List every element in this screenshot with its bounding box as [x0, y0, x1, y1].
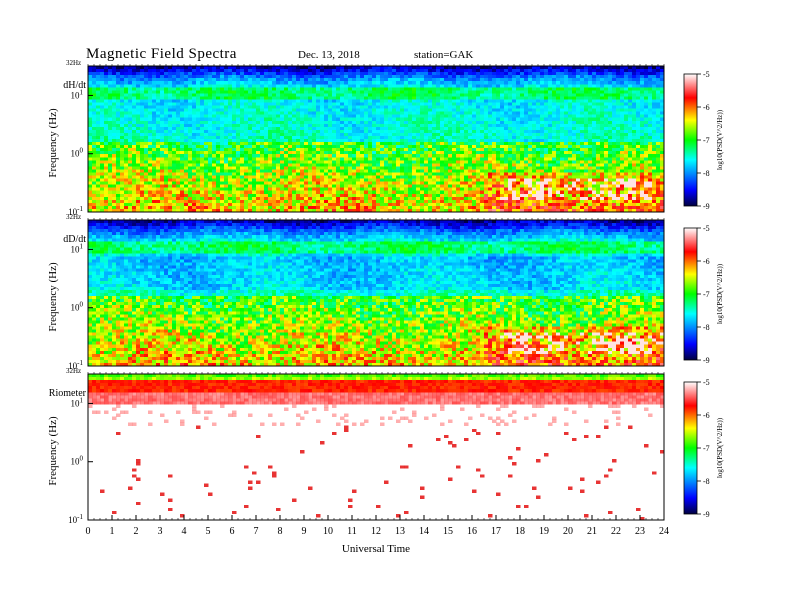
x-tick-label: 12: [371, 526, 381, 537]
panel-label: Riometer: [49, 388, 87, 399]
y-tick-label: 100: [71, 301, 84, 313]
colorbar: -5 -6 -7 -8 -9 log10(PSD(V^2/Hz)): [683, 70, 724, 211]
y-tick-label: 10-1: [68, 513, 83, 525]
y-tick-label: 101: [71, 396, 84, 408]
x-tick-label: 1: [110, 526, 115, 537]
colorbar-tick-label: -7: [703, 290, 710, 299]
x-tick-label: 2: [134, 526, 139, 537]
colorbar-tick-label: -6: [703, 103, 710, 112]
panel-label: dH/dt: [63, 80, 86, 91]
colorbar-tick-label: -6: [703, 257, 710, 266]
colorbar-label: log10(PSD(V^2/Hz)): [716, 417, 724, 478]
x-tick-label: 22: [611, 526, 621, 537]
x-tick-label: 0: [86, 526, 91, 537]
colorbar-tick-label: -8: [703, 323, 710, 332]
colorbar-tick-label: -7: [703, 444, 710, 453]
colorbar-tick-label: -5: [703, 70, 710, 79]
x-tick-label: 14: [419, 526, 429, 537]
top-frequency-label: 32Hz: [66, 213, 81, 221]
heatmap-cells: [88, 220, 665, 367]
x-tick-label: 20: [563, 526, 573, 537]
colorbar-gradient: [683, 381, 698, 515]
y-tick-label: 10-1: [68, 205, 83, 217]
x-tick-label: 15: [443, 526, 453, 537]
panel-label: dD/dt: [63, 234, 86, 245]
x-tick-label: 7: [254, 526, 259, 537]
colorbar-gradient: [683, 227, 698, 361]
x-tick-label: 8: [278, 526, 283, 537]
y-axis-label: Frequency (Hz): [47, 108, 59, 178]
y-axis-label: Frequency (Hz): [47, 262, 59, 332]
y-tick-label: 10-1: [68, 359, 83, 371]
x-tick-label: 18: [515, 526, 525, 537]
top-frequency-label: 32Hz: [66, 59, 81, 67]
station-label: station=GAK: [414, 49, 474, 61]
x-tick-label: 11: [347, 526, 357, 537]
y-axis-label: Frequency (Hz): [47, 416, 59, 486]
colorbar-tick-label: -6: [703, 411, 710, 420]
colorbar-tick-label: -8: [703, 169, 710, 178]
chart-title: Magnetic Field Spectra: [86, 46, 237, 62]
top-frequency-label: 32Hz: [66, 367, 81, 375]
x-tick-label: 5: [206, 526, 211, 537]
heatmap-cells: [88, 66, 665, 213]
colorbar-tick-label: -5: [703, 378, 710, 387]
colorbar-label: log10(PSD(V^2/Hz)): [716, 263, 724, 324]
colorbar-tick-label: -5: [703, 224, 710, 233]
x-tick-label: 10: [323, 526, 333, 537]
colorbar-label: log10(PSD(V^2/Hz)): [716, 109, 724, 170]
x-tick-label: 13: [395, 526, 405, 537]
x-tick-label: 16: [467, 526, 477, 537]
x-tick-label: 6: [230, 526, 235, 537]
x-tick-label: 3: [158, 526, 163, 537]
x-tick-label: 17: [491, 526, 501, 537]
colorbar-tick-label: -9: [703, 510, 710, 519]
colorbar: -5 -6 -7 -8 -9 log10(PSD(V^2/Hz)): [683, 224, 724, 365]
colorbar-tick-label: -9: [703, 202, 710, 211]
x-tick-label: 21: [587, 526, 597, 537]
x-tick-label: 9: [302, 526, 307, 537]
y-tick-label: 100: [71, 455, 84, 467]
y-tick-label: 101: [71, 242, 84, 254]
y-tick-label: 100: [71, 147, 84, 159]
x-tick-label: 19: [539, 526, 549, 537]
x-tick-label: 23: [635, 526, 645, 537]
y-tick-label: 101: [71, 88, 84, 100]
colorbar-tick-label: -8: [703, 477, 710, 486]
colorbar-tick-label: -9: [703, 356, 710, 365]
colorbar-tick-label: -7: [703, 136, 710, 145]
spectrogram-panel: 32Hz Riometer Frequency (Hz) 101 100 10-1 -5 -6…: [47, 367, 724, 525]
x-axis-label: Universal Time: [342, 543, 410, 555]
x-tick-label: 4: [182, 526, 187, 537]
colorbar-gradient: [683, 73, 698, 207]
heatmap-cells: [88, 374, 665, 521]
colorbar: -5 -6 -7 -8 -9 log10(PSD(V^2/Hz)): [683, 378, 724, 519]
x-tick-label: 24: [659, 526, 669, 537]
date-label: Dec. 13, 2018: [298, 49, 360, 61]
